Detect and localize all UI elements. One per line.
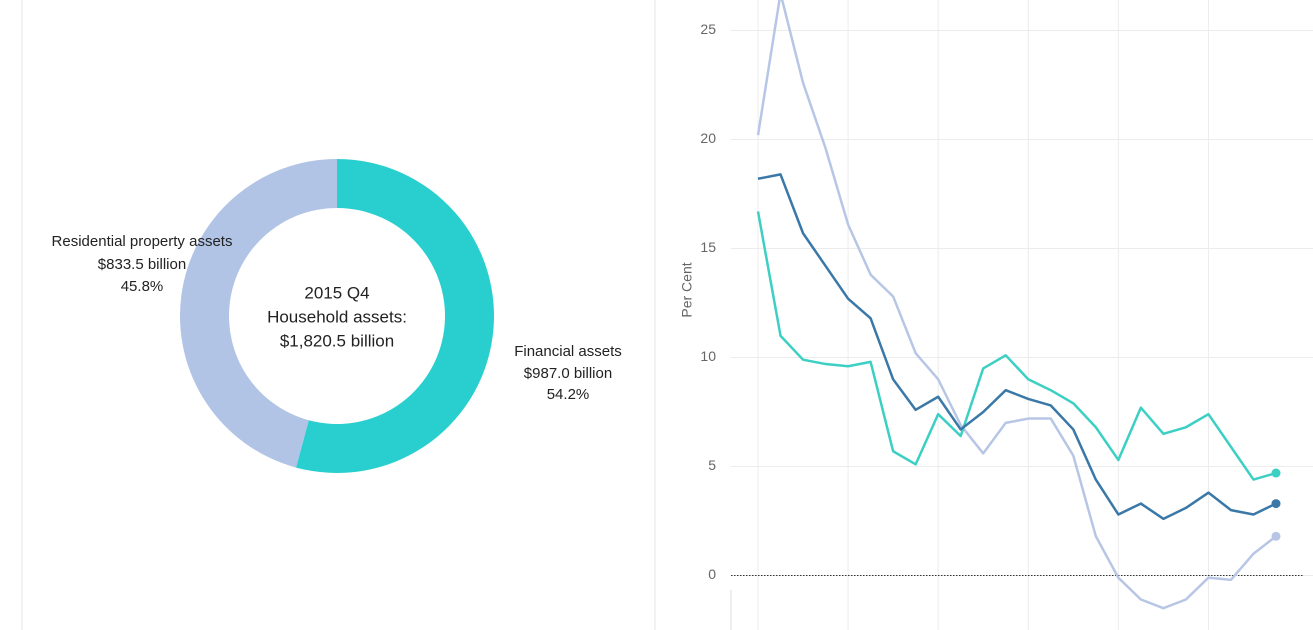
slice-amount: $833.5 billion (98, 256, 186, 273)
y-tick-label: 10 (700, 348, 716, 364)
y-tick-label: 0 (708, 566, 716, 582)
slice-label: Residential property assets (52, 233, 233, 250)
end-marker (1271, 531, 1281, 541)
y-tick-label: 15 (700, 239, 716, 255)
center-label: 2015 Q4 (304, 283, 369, 302)
slice-label: Financial assets (514, 343, 622, 360)
y-tick-label: 5 (708, 457, 716, 473)
slice-percent: 45.8% (121, 278, 164, 295)
center-label: $1,820.5 billion (280, 331, 394, 350)
series-line (756, 0, 1277, 610)
y-tick-label: 20 (700, 130, 716, 146)
slice-percent: 54.2% (547, 386, 590, 403)
center-label: Household assets: (267, 307, 407, 326)
series-line (757, 173, 1277, 521)
y-axis-title: Per Cent (679, 262, 695, 317)
end-marker (1271, 468, 1281, 478)
donut-slice (179, 159, 337, 468)
y-tick-label: 25 (700, 21, 716, 37)
donut-slice (296, 159, 494, 473)
slice-amount: $987.0 billion (524, 365, 612, 382)
series-line (756, 211, 1277, 481)
end-marker (1271, 499, 1281, 509)
